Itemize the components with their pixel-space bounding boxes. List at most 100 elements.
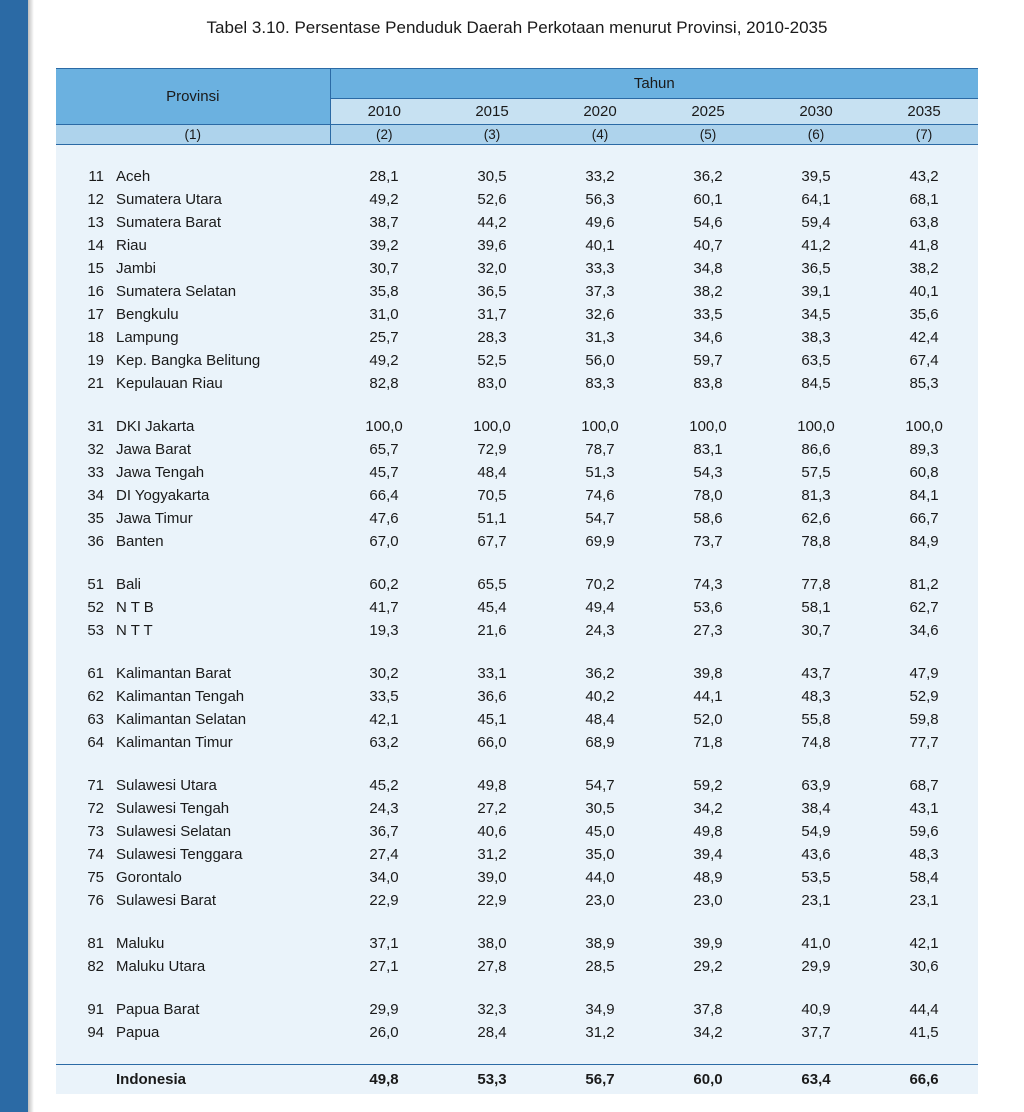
province-name: Bengkulu (110, 303, 330, 326)
cell-value: 38,4 (762, 797, 870, 820)
cell-value: 73,7 (654, 530, 762, 553)
cell-value: 22,9 (438, 889, 546, 912)
cell-value: 27,8 (438, 955, 546, 978)
table-row: 18Lampung25,728,331,334,638,342,4 (56, 326, 978, 349)
cell-value: 70,5 (438, 484, 546, 507)
province-code: 17 (56, 303, 110, 326)
province-name: Jambi (110, 257, 330, 280)
cell-value: 31,2 (438, 843, 546, 866)
cell-value: 36,5 (438, 280, 546, 303)
cell-value: 38,7 (330, 211, 438, 234)
cell-value: 100,0 (330, 415, 438, 438)
table-row: 61Kalimantan Barat30,233,136,239,843,747… (56, 662, 978, 685)
province-code: 63 (56, 708, 110, 731)
cell-value: 39,5 (762, 165, 870, 188)
cell-value: 30,7 (762, 619, 870, 642)
province-code: 19 (56, 349, 110, 372)
header-colidx-7: (7) (870, 125, 978, 145)
cell-value: 34,6 (654, 326, 762, 349)
cell-value: 27,1 (330, 955, 438, 978)
cell-value: 55,8 (762, 708, 870, 731)
cell-value: 100,0 (762, 415, 870, 438)
cell-value: 58,4 (870, 866, 978, 889)
cell-value: 60,1 (654, 188, 762, 211)
cell-value: 78,0 (654, 484, 762, 507)
cell-value: 32,3 (438, 998, 546, 1021)
header-colidx-1: (1) (56, 125, 330, 145)
cell-value: 48,3 (762, 685, 870, 708)
cell-value: 33,5 (654, 303, 762, 326)
table-row: 19Kep. Bangka Belitung49,252,556,059,763… (56, 349, 978, 372)
cell-value: 43,6 (762, 843, 870, 866)
table-row: 64Kalimantan Timur63,266,068,971,874,877… (56, 731, 978, 754)
cell-value: 40,1 (546, 234, 654, 257)
province-name: Jawa Timur (110, 507, 330, 530)
cell-value: 41,5 (870, 1021, 978, 1044)
cell-value: 59,7 (654, 349, 762, 372)
cell-value: 44,1 (654, 685, 762, 708)
cell-value: 40,7 (654, 234, 762, 257)
province-code: 11 (56, 165, 110, 188)
cell-value: 28,5 (546, 955, 654, 978)
table-row: 14Riau39,239,640,140,741,241,8 (56, 234, 978, 257)
cell-value: 41,2 (762, 234, 870, 257)
cell-value: 41,0 (762, 932, 870, 955)
province-name: N T B (110, 596, 330, 619)
cell-value: 34,2 (654, 1021, 762, 1044)
cell-value: 44,2 (438, 211, 546, 234)
cell-value: 66,7 (870, 507, 978, 530)
cell-value: 74,6 (546, 484, 654, 507)
table-row: 35Jawa Timur47,651,154,758,662,666,7 (56, 507, 978, 530)
cell-value: 36,5 (762, 257, 870, 280)
table-row: 31DKI Jakarta100,0100,0100,0100,0100,010… (56, 415, 978, 438)
cell-value: 39,2 (330, 234, 438, 257)
cell-value: 82,8 (330, 372, 438, 395)
province-code: 82 (56, 955, 110, 978)
cell-value: 52,0 (654, 708, 762, 731)
province-code: 61 (56, 662, 110, 685)
table-row: 16Sumatera Selatan35,836,537,338,239,140… (56, 280, 978, 303)
cell-value: 39,8 (654, 662, 762, 685)
province-name: Kalimantan Selatan (110, 708, 330, 731)
cell-value: 41,8 (870, 234, 978, 257)
province-code: 53 (56, 619, 110, 642)
cell-value: 52,5 (438, 349, 546, 372)
table-row: 17Bengkulu31,031,732,633,534,535,6 (56, 303, 978, 326)
province-code: 31 (56, 415, 110, 438)
table-row: 11Aceh28,130,533,236,239,543,2 (56, 165, 978, 188)
cell-value: 32,6 (546, 303, 654, 326)
province-code: 91 (56, 998, 110, 1021)
header-year-2035: 2035 (870, 99, 978, 125)
cell-value: 35,8 (330, 280, 438, 303)
cell-value: 58,6 (654, 507, 762, 530)
cell-value: 39,1 (762, 280, 870, 303)
cell-value: 49,8 (438, 774, 546, 797)
cell-value: 59,6 (870, 820, 978, 843)
table-header: Provinsi Tahun 2010 2015 2020 2025 2030 … (56, 69, 978, 145)
cell-value: 28,4 (438, 1021, 546, 1044)
province-name: Papua (110, 1021, 330, 1044)
cell-value: 68,9 (546, 731, 654, 754)
province-code: 14 (56, 234, 110, 257)
cell-value: 51,3 (546, 461, 654, 484)
cell-value: 45,1 (438, 708, 546, 731)
cell-value: 37,7 (762, 1021, 870, 1044)
cell-value: 100,0 (870, 415, 978, 438)
cell-value: 54,7 (546, 774, 654, 797)
cell-value: 64,1 (762, 188, 870, 211)
cell-value: 78,8 (762, 530, 870, 553)
cell-value: 66,4 (330, 484, 438, 507)
cell-value: 45,2 (330, 774, 438, 797)
province-name: Maluku (110, 932, 330, 955)
cell-value: 36,7 (330, 820, 438, 843)
cell-value: 71,8 (654, 731, 762, 754)
header-year-2010: 2010 (330, 99, 438, 125)
table-row: 13Sumatera Barat38,744,249,654,659,463,8 (56, 211, 978, 234)
cell-value: 49,2 (330, 188, 438, 211)
table-row: 52N T B41,745,449,453,658,162,7 (56, 596, 978, 619)
province-name: Kep. Bangka Belitung (110, 349, 330, 372)
spacer-row (56, 912, 978, 932)
province-name: Jawa Barat (110, 438, 330, 461)
cell-value: 21,6 (438, 619, 546, 642)
cell-value: 42,4 (870, 326, 978, 349)
